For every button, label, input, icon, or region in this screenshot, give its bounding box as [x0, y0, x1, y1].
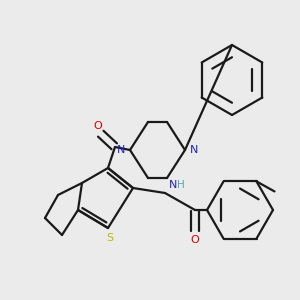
Text: N: N: [169, 180, 177, 190]
Text: O: O: [94, 121, 102, 131]
Text: H: H: [177, 180, 185, 190]
Text: N: N: [117, 145, 125, 155]
Text: O: O: [190, 235, 200, 245]
Text: S: S: [106, 233, 114, 243]
Text: N: N: [190, 145, 198, 155]
